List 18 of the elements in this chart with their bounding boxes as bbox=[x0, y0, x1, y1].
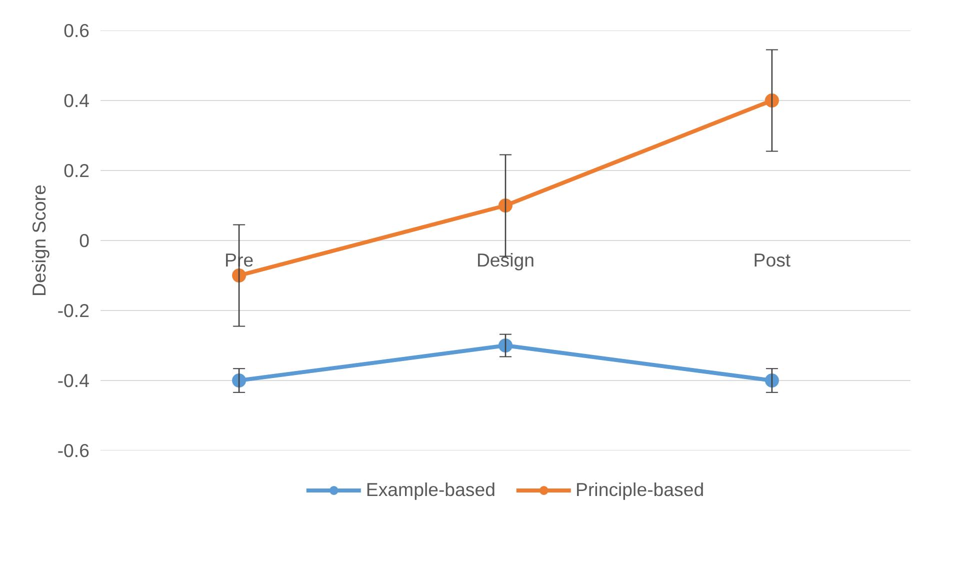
y-tick-label: 0.4 bbox=[64, 90, 90, 111]
y-tick-label: -0.4 bbox=[57, 370, 90, 391]
y-tick-label: -0.2 bbox=[57, 300, 90, 321]
y-tick-label: 0.6 bbox=[64, 20, 90, 41]
x-tick-label: Post bbox=[753, 250, 792, 270]
point bbox=[498, 198, 512, 212]
legend-label: Example-based bbox=[366, 479, 496, 501]
point bbox=[232, 268, 246, 282]
legend-label: Principle-based bbox=[576, 479, 704, 501]
y-tick-label: -0.6 bbox=[57, 440, 90, 461]
y-tick-label: 0 bbox=[79, 230, 90, 251]
point bbox=[232, 374, 246, 388]
y-tick-label: 0.2 bbox=[64, 160, 90, 181]
point bbox=[498, 338, 512, 352]
point bbox=[764, 94, 779, 108]
x-tick-label: Design bbox=[476, 250, 535, 270]
point bbox=[764, 374, 779, 388]
y-axis-title: Design Score bbox=[28, 184, 50, 296]
